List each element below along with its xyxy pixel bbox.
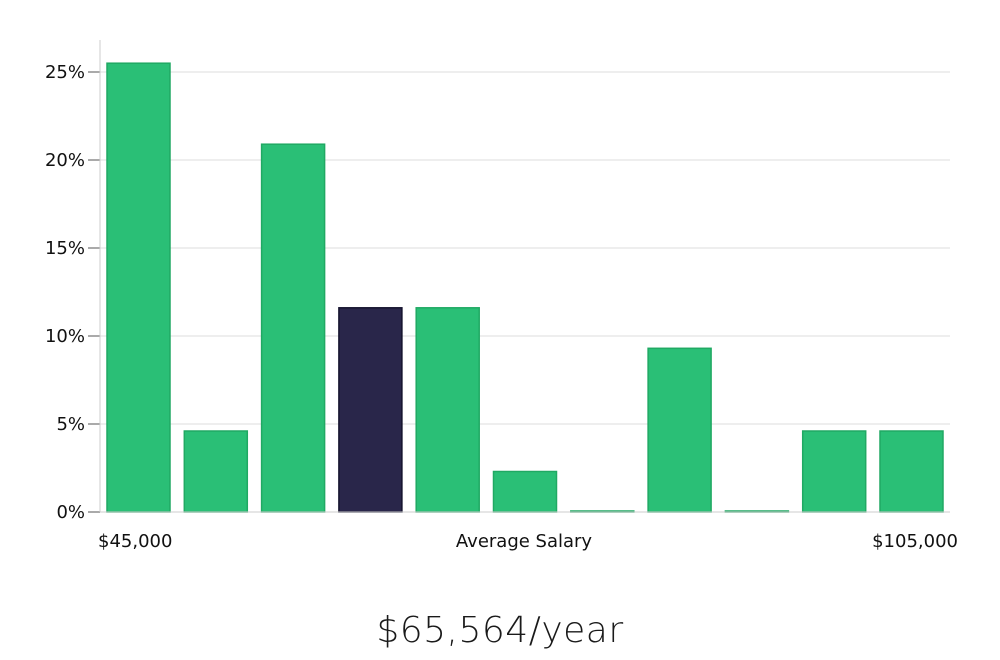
y-tick-labels: 0% 5% 10% 15% 20% 25%: [45, 62, 100, 523]
salary-histogram: 0%5%10%15%20%25% $45,000 Average Salary …: [45, 40, 958, 552]
bar: [879, 430, 944, 513]
y-tick-label: 25%: [45, 62, 85, 83]
bars: [106, 62, 944, 513]
bar: [415, 307, 480, 513]
y-tick-label: 0%: [56, 502, 85, 523]
x-axis-title: Average Salary: [456, 531, 593, 552]
gridlines: [100, 71, 950, 425]
bar: [106, 62, 171, 513]
bar: [647, 347, 712, 513]
bar: [801, 430, 867, 513]
x-start-label: $45,000: [98, 531, 172, 552]
y-tick-label: 20%: [45, 150, 85, 171]
bar: [260, 143, 326, 513]
x-end-label: $105,000: [872, 531, 958, 552]
bar: [183, 430, 249, 513]
y-tick-label: 15%: [45, 238, 85, 259]
bar-highlighted: [338, 307, 403, 513]
y-tick-label: 5%: [56, 414, 85, 435]
average-salary-value: $65,564/year: [376, 610, 624, 651]
bar: [492, 470, 558, 513]
y-tick-label: 10%: [45, 326, 85, 347]
